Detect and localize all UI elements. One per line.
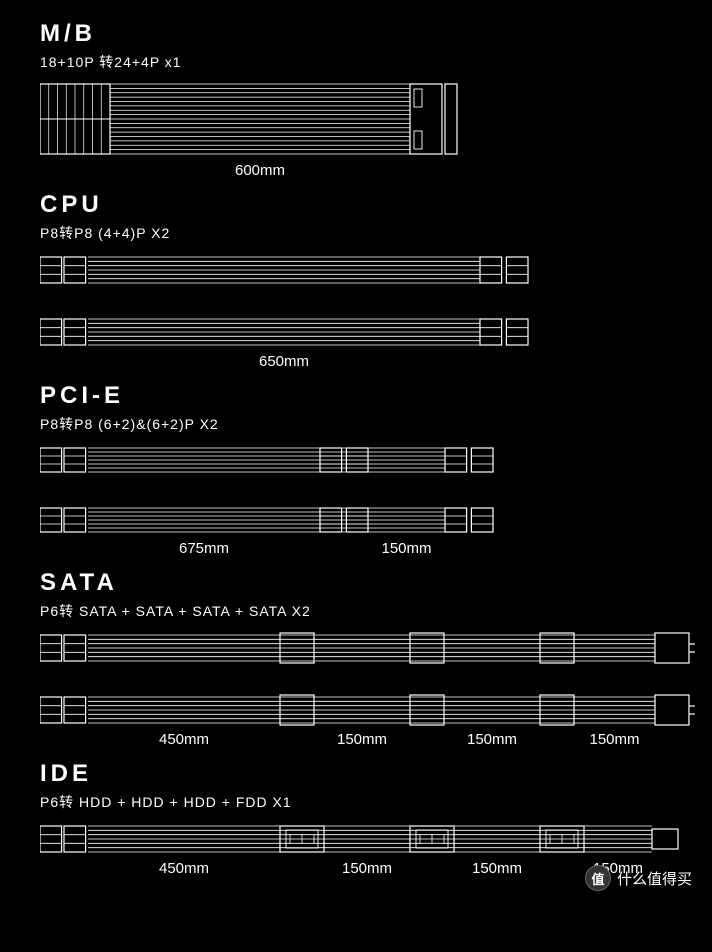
dimension-label: 450mm (88, 731, 280, 748)
section-cpu: CPU P8转P8 (4+4)P X2 650mm (40, 191, 672, 370)
section-title: PCI-E (40, 382, 672, 410)
dimension-row: 450mm 150mm 150mm 150mm (40, 731, 672, 748)
watermark-text: 什么值得买 (617, 868, 692, 889)
cable-diagram (40, 82, 460, 158)
dimension-label: 650mm (88, 353, 480, 370)
dimension-label: 150mm (454, 860, 540, 877)
dimension-label: 150mm (444, 731, 540, 748)
section-subtitle: P8转P8 (6+2)&(6+2)P X2 (40, 414, 672, 434)
dimension-row: 675mm 150mm (40, 540, 672, 557)
dimension-label: 150mm (368, 540, 445, 557)
watermark: 值 什么值得买 (585, 865, 692, 891)
section-title: M/B (40, 20, 672, 48)
section-subtitle: P8转P8 (4+4)P X2 (40, 223, 672, 243)
section-mb: M/B 18+10P 转24+4P x1 600mm (40, 20, 672, 179)
section-title: SATA (40, 569, 672, 597)
dimension-label: 150mm (314, 731, 410, 748)
dimension-label: 150mm (574, 731, 655, 748)
section-subtitle: P6转 HDD + HDD + HDD + FDD X1 (40, 792, 672, 812)
section-pcie: PCI-E P8转P8 (6+2)&(6+2)P X2 675mm 150mm (40, 382, 672, 557)
section-sata: SATA P6转 SATA + SATA + SATA + SATA X2 450m… (40, 569, 672, 748)
cable-diagram (40, 631, 695, 727)
section-ide: IDE P6转 HDD + HDD + HDD + FDD X1 450mm 150m… (40, 760, 672, 877)
dimension-row: 450mm150mm150mm150mm (40, 860, 672, 877)
dimension-row: 650mm (40, 353, 672, 370)
section-title: CPU (40, 191, 672, 219)
dimension-label: 675mm (88, 540, 320, 557)
dimension-label: 150mm (324, 860, 410, 877)
section-subtitle: P6转 SATA + SATA + SATA + SATA X2 (40, 601, 672, 621)
section-title: IDE (40, 760, 672, 788)
cable-diagram (40, 253, 535, 349)
dimension-label: 600mm (110, 162, 410, 179)
dimension-label: 450mm (88, 860, 280, 877)
watermark-badge-icon: 值 (585, 865, 611, 891)
dimension-row: 600mm (40, 162, 672, 179)
section-subtitle: 18+10P 转24+4P x1 (40, 52, 672, 72)
cable-diagram (40, 444, 500, 536)
cable-diagram (40, 822, 685, 856)
